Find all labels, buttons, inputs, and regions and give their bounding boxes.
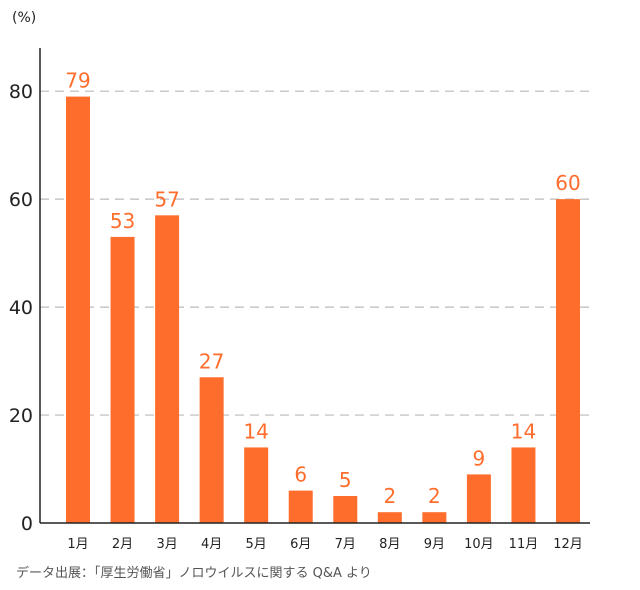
y-tick-label: 60: [9, 189, 33, 211]
bars: [66, 96, 580, 524]
bar-value-label: 57: [154, 187, 179, 211]
bar: [66, 96, 90, 524]
bar: [333, 496, 358, 523]
bar-value-label: 60: [555, 171, 580, 195]
x-tick-label: 12月: [553, 537, 583, 552]
bar-value-label: 14: [243, 419, 268, 443]
y-axis-unit-label: (%): [12, 10, 37, 26]
bar-value-label: 53: [110, 209, 135, 233]
bar-value-label: 27: [199, 349, 224, 373]
bar: [466, 474, 491, 523]
bar-value-label: 5: [339, 468, 352, 492]
bar: [199, 377, 224, 523]
x-axis-ticks: 1月 2月 3月 4月 5月 6月 7月 8月 9月 10月 11月 12月: [67, 537, 582, 552]
data-labels: 79 53 57 27 14 6 5 2 2 9 14 60: [65, 69, 580, 509]
y-tick-label: 80: [9, 81, 33, 103]
bar: [244, 447, 269, 523]
bar: [422, 512, 447, 523]
x-tick-label: 10月: [464, 537, 494, 552]
bar-value-label: 9: [473, 446, 486, 470]
x-tick-label: 6月: [290, 537, 311, 552]
bar: [288, 490, 313, 523]
data-source-note: データ出展：「厚生労働省」ノロウイルスに関する Q&A より: [16, 566, 372, 581]
bar-value-label: 14: [511, 419, 536, 443]
bar: [110, 236, 135, 523]
x-tick-label: 5月: [246, 537, 267, 552]
bar-value-label: 6: [294, 463, 307, 487]
x-tick-label: 3月: [156, 537, 177, 552]
bar-value-label: 2: [428, 484, 441, 508]
x-tick-label: 2月: [112, 537, 133, 552]
bar: [155, 215, 180, 524]
x-tick-label: 4月: [201, 537, 222, 552]
y-tick-label: 0: [21, 513, 33, 535]
bar-value-label: 79: [65, 69, 90, 93]
bar: [556, 199, 580, 524]
x-tick-label: 9月: [424, 537, 445, 552]
y-tick-label: 20: [9, 405, 33, 427]
x-tick-label: 8月: [379, 537, 400, 552]
y-axis-ticks: 0 20 40 60 80: [9, 81, 33, 535]
bar: [511, 447, 536, 523]
x-tick-label: 7月: [335, 537, 356, 552]
x-tick-label: 11月: [509, 537, 539, 552]
y-tick-label: 40: [9, 297, 33, 319]
bar-value-label: 2: [383, 484, 396, 508]
bar: [377, 512, 402, 523]
x-tick-label: 1月: [67, 537, 88, 552]
